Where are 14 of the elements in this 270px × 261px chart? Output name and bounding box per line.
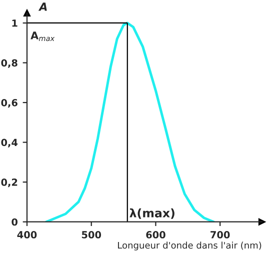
y-tick-label: 0 xyxy=(12,218,18,226)
ref-line-label: A$_{max}$ xyxy=(30,32,55,42)
y-tick-label: 0,2 xyxy=(1,178,18,188)
y-tick-label: 0,4 xyxy=(1,138,18,148)
y-tick-label: 0,8 xyxy=(1,59,18,68)
y-tick-label: 1 xyxy=(12,20,18,27)
ref-line-label: λ(max) xyxy=(130,208,174,219)
x-tick-label: 500 xyxy=(82,231,102,238)
x-tick-label: 600 xyxy=(146,231,166,238)
x-axis-title: Longueur d'onde dans l'air (nm) xyxy=(118,242,262,250)
y-axis-title: A xyxy=(38,2,47,11)
x-tick-label: 700 xyxy=(210,231,230,238)
y-tick-label: 0,6 xyxy=(1,99,18,108)
x-tick-label: 400 xyxy=(17,231,37,238)
